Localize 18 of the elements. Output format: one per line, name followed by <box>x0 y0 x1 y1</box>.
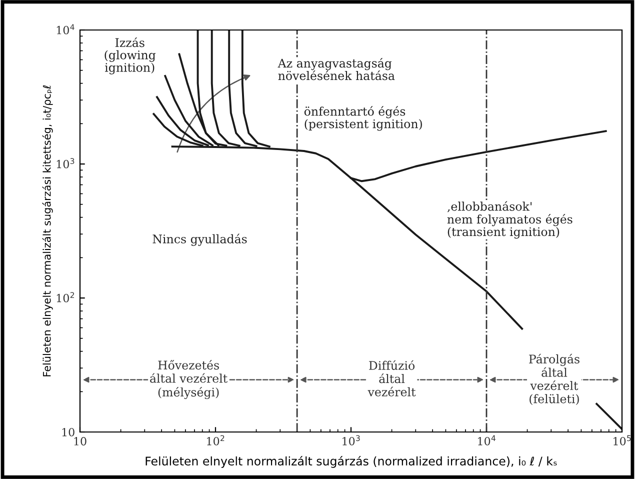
y-tick-label: 10$^{2}$ <box>56 292 74 302</box>
annotation: Diffúzió által vezérelt <box>368 360 416 396</box>
y-axis-title: Felületen elnyelt normalizált sugárzási kitettség, i₀t/ρcₚℓ <box>42 85 53 376</box>
annotation: Nincs gyulladás <box>152 234 247 246</box>
x-axis-title: Felületen elnyelt normalizált sugárzás (normalized irradiance), i₀ ℓ / kₛ <box>146 456 557 468</box>
annotation: Izzás (glowing ignition) <box>104 37 156 74</box>
x-tick-label: 10$^{3}$ <box>342 435 360 446</box>
annotation: Párolgás által vezérelt (felületi) <box>529 354 580 405</box>
annotation: önfenntartó égés (persistent ignition) <box>304 106 422 131</box>
y-tick-label: 10$^{3}$ <box>56 158 74 168</box>
annotation: Az anyagvastagság növelésének hatása <box>278 58 395 80</box>
y-tick-label: 10 <box>62 428 74 436</box>
x-tick-label: 10 <box>74 437 86 446</box>
y-tick-label: 10$^{4}$ <box>56 24 74 34</box>
annotation: Hővezetés által vezérelt (mélységi) <box>150 360 228 400</box>
annotation: ‚ellobbanások' nem folyamatos égés (transient ignition) <box>447 201 572 239</box>
x-tick-label: 10$^{4}$ <box>478 435 496 446</box>
x-tick-label: 10$^{2}$ <box>207 435 224 446</box>
